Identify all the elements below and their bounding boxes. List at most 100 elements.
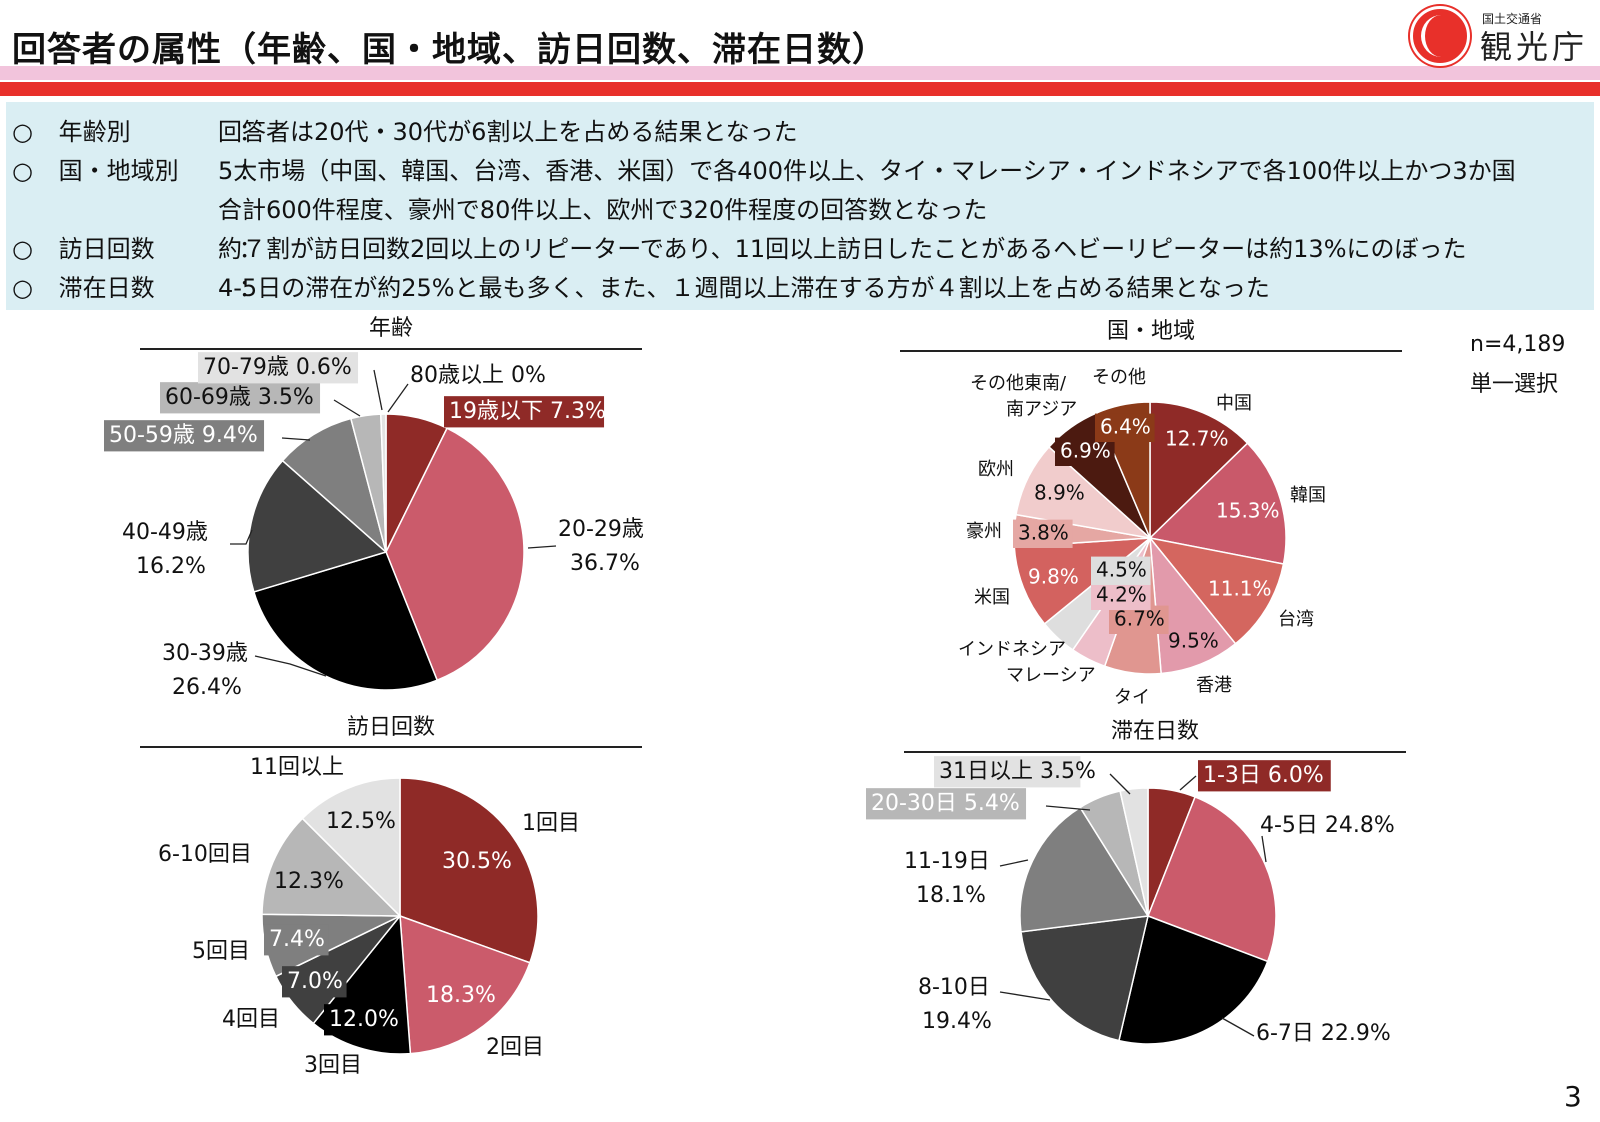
pie-slice-2 [1148, 442, 1287, 565]
slice-label: 5回目 [192, 939, 250, 964]
slice-value: 6.9% [1060, 439, 1111, 463]
slice-value: 36.7% [570, 551, 640, 576]
slice-value: 12.7% [1165, 427, 1229, 451]
leader-line [1221, 1017, 1255, 1037]
slice-label: 20-29歳 [558, 517, 644, 542]
leader-line [1179, 775, 1197, 791]
slice-label: 6-10回目 [158, 842, 252, 867]
slice-label-bg [1198, 760, 1331, 792]
slice-value-bg [1091, 581, 1151, 610]
slice-label: 8-10日 [918, 975, 990, 1000]
summary-text: 回答者は20代・30代が6割以上を占める結果となった [218, 118, 798, 146]
chart-title: 年齢 [369, 316, 413, 341]
slice-label: 香港 [1196, 675, 1232, 696]
pie-slice-7 [1119, 787, 1149, 917]
summary-colon: ： [238, 118, 263, 146]
slice-value: 18.3% [426, 983, 496, 1008]
leader-line [999, 991, 1051, 1001]
slice-label: 1回目 [522, 811, 580, 836]
pie-slice-7 [301, 777, 401, 918]
pie-slice-2 [399, 914, 531, 1055]
slice-value: 3.8% [1018, 521, 1069, 545]
slice-label: 4-5日 24.8% [1260, 813, 1395, 838]
slice-label: 欧州 [978, 459, 1014, 480]
leader-line [281, 437, 311, 441]
leader-line [254, 655, 327, 677]
slice-label: 19歳以下 7.3% [449, 399, 606, 424]
bullet-marker: ○ [12, 274, 33, 302]
slice-value: 4.5% [1096, 558, 1147, 582]
slice-value: 7.0% [287, 969, 343, 994]
slice-label-bg [104, 420, 265, 452]
summary-label: 訪日回数 [58, 235, 155, 263]
slice-value-bg [1055, 437, 1115, 466]
slice-value: 11.1% [1208, 577, 1272, 601]
logo-agency-name: 観光庁 [1480, 28, 1589, 66]
slice-value: 19.4% [922, 1009, 992, 1034]
slice-label-bg [160, 382, 321, 414]
bullet-marker: ○ [12, 157, 33, 185]
slice-label: 20-30日 5.4% [871, 791, 1020, 816]
slice-value: 7.4% [269, 927, 325, 952]
slice-value: 6.4% [1100, 415, 1151, 439]
page-number: 3 [1564, 1080, 1582, 1113]
pie-slice-5 [1019, 806, 1150, 933]
leader-line [373, 369, 383, 411]
slice-label: 60-69歳 3.5% [165, 385, 314, 410]
pie-slice-2 [385, 427, 525, 682]
pie-slice-3 [1118, 914, 1269, 1045]
summary-line-visits: ○ 訪日回数 ： [12, 229, 263, 264]
pie-slice-6 [261, 817, 402, 917]
summary-line-age: ○ 年齢別 ： [12, 112, 263, 147]
slice-label: マレーシア [1006, 665, 1096, 686]
slice-label: 30-39歳 [162, 641, 248, 666]
slice-label: 中国 [1216, 393, 1252, 414]
slice-label: 11-19日 [904, 849, 990, 874]
slice-label: 50-59歳 9.4% [109, 423, 258, 448]
slice-value: 4.2% [1096, 583, 1147, 607]
chart-title: 国・地域 [1107, 319, 1195, 344]
summary-line-region: ○ 国・地域別 ： [12, 151, 263, 186]
slice-label: その他東南/ [970, 373, 1067, 394]
summary-colon: ： [238, 235, 263, 263]
slice-label: 豪州 [966, 521, 1002, 542]
sample-size-note: n=4,189 [1470, 332, 1566, 357]
slice-label: 70-79歳 0.6% [203, 355, 352, 380]
slice-label: 米国 [974, 587, 1010, 608]
slice-value: 9.8% [1028, 565, 1079, 589]
slice-value-bg [1095, 413, 1155, 442]
slice-value: 12.5% [326, 809, 396, 834]
visits-pie-chart: 訪日回数 1回目 30.5% 2回目 18.3% 3回目 12.0% 4回目 7.0% 5回目 7.… [140, 715, 642, 1078]
slice-label: 3回目 [304, 1053, 362, 1078]
pie-slice-1 [399, 777, 539, 964]
leader-line [333, 399, 361, 417]
pie-slice-3 [1148, 536, 1285, 645]
header-red-band [0, 82, 1600, 96]
leader-line [387, 383, 409, 413]
slice-value: 15.3% [1216, 499, 1280, 523]
age-pie-svg: 年齢 19歳以下 7.3% 20-29歳 36.7% 30-39歳 26.4% 40-49歳… [104, 316, 644, 700]
slice-label: 南アジア [1006, 399, 1077, 420]
pie-slice-1 [1149, 401, 1249, 540]
slice-value: 16.2% [136, 554, 206, 579]
slice-value: 30.5% [442, 849, 512, 874]
pie-slice-3 [252, 551, 439, 691]
pie-slice-4 [247, 459, 388, 593]
slice-value: 18.1% [916, 883, 986, 908]
slice-label: 2回目 [486, 1035, 544, 1060]
age-pie-chart: 年齢 19歳以下 7.3% 20-29歳 36.7% 30-39歳 26.4% 40-49歳… [104, 316, 644, 700]
slice-label: 11回以上 [250, 755, 344, 780]
pie-slice-7 [380, 413, 387, 553]
slice-value: 12.0% [329, 1007, 399, 1032]
ministry-logo: 国土交通省 観光庁 [1410, 4, 1600, 66]
slice-label: 40-49歳 [122, 520, 208, 545]
slice-label: インドネシア [958, 639, 1066, 660]
leader-line [527, 545, 557, 549]
chart-title: 訪日回数 [347, 715, 435, 740]
leader-line [1045, 805, 1091, 811]
pie-slice-2 [1147, 795, 1277, 963]
